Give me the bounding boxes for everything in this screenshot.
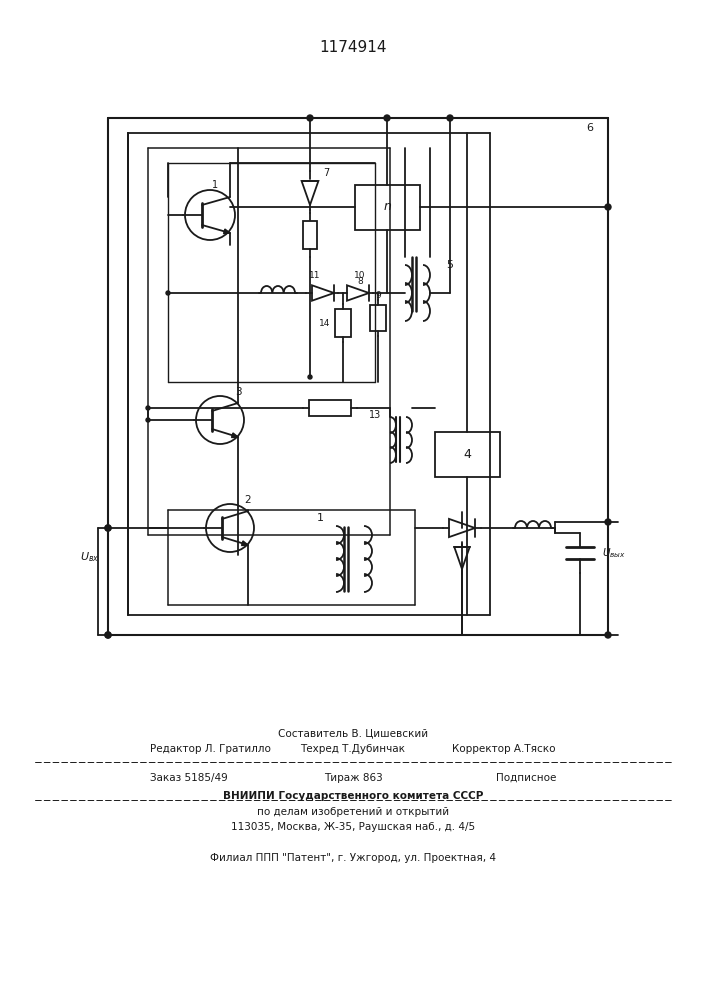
Circle shape: [384, 115, 390, 121]
Text: 1: 1: [212, 180, 218, 190]
Text: n: n: [383, 200, 391, 214]
Polygon shape: [302, 181, 318, 205]
Text: Техред Т.Дубинчак: Техред Т.Дубинчак: [300, 744, 406, 754]
Circle shape: [605, 204, 611, 210]
Circle shape: [105, 525, 111, 531]
Text: Подписное: Подписное: [496, 773, 556, 783]
Text: 5: 5: [447, 260, 453, 270]
Circle shape: [447, 115, 453, 121]
Text: Редактор Л. Гратилло: Редактор Л. Гратилло: [150, 744, 271, 754]
Polygon shape: [449, 519, 475, 537]
Text: Заказ 5185/49: Заказ 5185/49: [150, 773, 228, 783]
Text: 1174914: 1174914: [320, 39, 387, 54]
Text: 7: 7: [323, 168, 329, 178]
Circle shape: [605, 519, 611, 525]
Text: 9: 9: [375, 290, 381, 300]
Text: 4: 4: [463, 448, 471, 460]
Bar: [435, 432, 500, 477]
Text: 6: 6: [587, 123, 593, 133]
Circle shape: [166, 291, 170, 295]
Text: 13: 13: [369, 410, 381, 420]
Bar: [370, 305, 386, 331]
Bar: [303, 221, 317, 249]
Text: по делам изобретений и открытий: по делам изобретений и открытий: [257, 807, 449, 817]
Text: 11: 11: [309, 270, 321, 279]
Text: Филиал ППП "Патент", г. Ужгород, ул. Проектная, 4: Филиал ППП "Патент", г. Ужгород, ул. Про…: [210, 853, 496, 863]
Circle shape: [308, 375, 312, 379]
Text: 113035, Москва, Ж-35, Раушская наб., д. 4/5: 113035, Москва, Ж-35, Раушская наб., д. …: [231, 822, 475, 832]
Text: Составитель В. Цишевский: Составитель В. Цишевский: [278, 728, 428, 738]
Bar: [309, 400, 351, 416]
Text: 14: 14: [320, 318, 331, 328]
Circle shape: [105, 525, 111, 531]
Text: Корректор А.Тяско: Корректор А.Тяско: [452, 744, 556, 754]
Bar: [355, 185, 420, 230]
Polygon shape: [312, 285, 334, 301]
Bar: [335, 309, 351, 337]
Text: $U_{вх}$: $U_{вх}$: [81, 550, 100, 564]
Polygon shape: [242, 541, 248, 546]
Circle shape: [105, 632, 111, 638]
Polygon shape: [232, 433, 238, 438]
Circle shape: [307, 115, 313, 121]
Text: 10: 10: [354, 270, 366, 279]
Text: 2: 2: [245, 495, 251, 505]
Circle shape: [605, 632, 611, 638]
Polygon shape: [455, 547, 469, 569]
Circle shape: [146, 406, 150, 410]
Text: $U_{вых}$: $U_{вых}$: [602, 546, 626, 560]
Polygon shape: [223, 229, 230, 234]
Circle shape: [146, 418, 150, 422]
Text: Тираж 863: Тираж 863: [324, 773, 382, 783]
Text: 1: 1: [317, 513, 324, 523]
Text: 8: 8: [357, 277, 363, 286]
Text: 3: 3: [235, 387, 241, 397]
Text: ВНИИПИ Государственного комитета СССР: ВНИИПИ Государственного комитета СССР: [223, 791, 483, 801]
Circle shape: [105, 632, 111, 638]
Polygon shape: [347, 285, 369, 301]
